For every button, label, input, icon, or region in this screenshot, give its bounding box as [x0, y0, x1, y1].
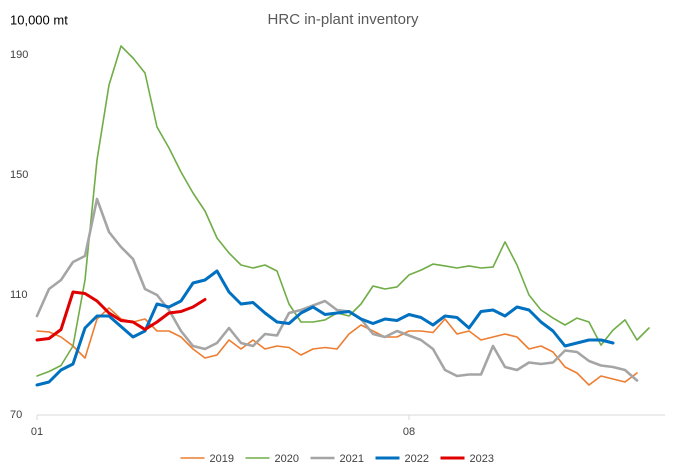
legend-label: 2022: [405, 453, 429, 465]
legend-label: 2020: [275, 453, 299, 465]
series-line: [36, 45, 650, 377]
series-line: [35, 197, 639, 382]
y-tick-label: 110: [10, 289, 28, 301]
chart-title: HRC in-plant inventory: [268, 11, 419, 28]
y-tick-label: 190: [10, 49, 28, 61]
series-line: [35, 290, 207, 342]
y-tick-label: 150: [10, 169, 28, 181]
legend-label: 2019: [210, 453, 234, 465]
series-line: [35, 269, 615, 387]
series-line: [36, 307, 638, 386]
y-tick-label: 70: [10, 409, 22, 421]
x-tick-label: 01: [31, 426, 43, 438]
legend-label: 2021: [340, 453, 364, 465]
y-axis-unit: 10,000 mt: [10, 12, 68, 27]
x-tick-label: 08: [403, 426, 415, 438]
legend-label: 2023: [470, 453, 494, 465]
